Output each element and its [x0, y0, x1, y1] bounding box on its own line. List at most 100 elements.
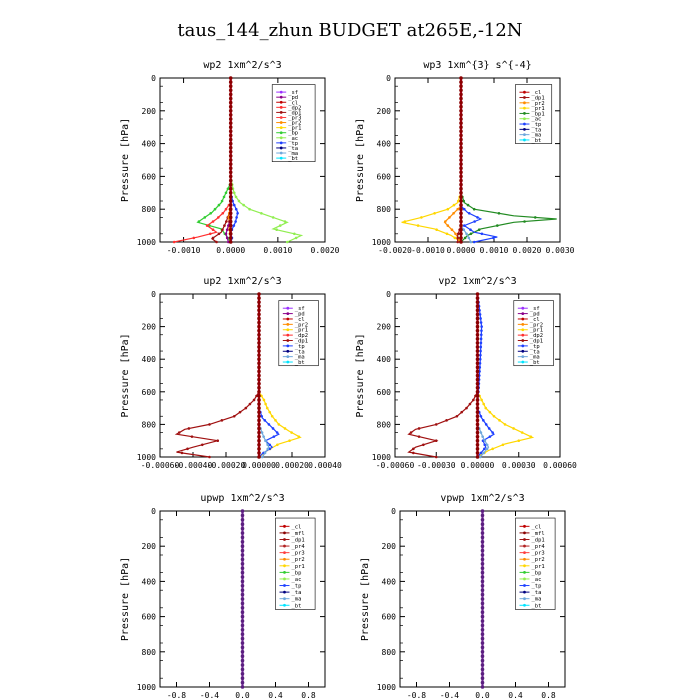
series-point-tp — [479, 349, 482, 353]
legend-entry: _bp — [532, 570, 542, 576]
series-point-ma — [485, 443, 489, 447]
series-point-dp1 — [248, 402, 252, 406]
legend-marker — [286, 339, 290, 342]
zero-profile-point — [228, 232, 233, 236]
series-point-pr1 — [491, 447, 494, 451]
zero-profile-point — [475, 300, 480, 304]
legend-entry: _ac — [532, 577, 542, 583]
series-point-ma — [262, 435, 265, 438]
series-point-dp1 — [409, 431, 413, 434]
zero-profile-point — [459, 219, 463, 224]
series-point-tp — [463, 207, 466, 211]
zero-profile-point — [240, 601, 245, 606]
zero-profile-point — [475, 365, 480, 370]
x-tick-label: 0.00000 — [242, 461, 276, 470]
series-point-ma — [465, 232, 468, 236]
zero-profile-point — [240, 518, 245, 522]
series-point-ac — [234, 195, 238, 199]
series-point-dp1 — [465, 406, 468, 410]
legend-marker — [523, 127, 526, 131]
zero-profile-point — [480, 641, 485, 645]
zero-profile-point — [475, 455, 480, 459]
legend-marker — [279, 156, 283, 160]
zero-profile-point — [257, 296, 261, 300]
legend-marker — [286, 360, 290, 364]
zero-profile-point — [475, 390, 480, 394]
legend-entry: _pr2 — [531, 101, 544, 107]
legend-entry: _cl — [292, 524, 302, 530]
legend-marker — [279, 121, 283, 124]
zero-profile-point — [228, 207, 233, 211]
legend-entry: _tp — [292, 584, 302, 590]
y-tick-label: 800 — [142, 648, 157, 657]
zero-profile-point — [459, 154, 463, 158]
legend-marker — [279, 100, 283, 104]
legend-marker — [286, 317, 290, 321]
legend-marker — [523, 603, 526, 607]
zero-profile-point — [459, 203, 463, 207]
zero-profile-point — [257, 361, 261, 366]
series-point-ac — [294, 236, 298, 240]
series-point-dp1 — [223, 224, 226, 227]
plot-frame — [159, 293, 326, 458]
legend-entry: _pr1 — [531, 106, 544, 112]
legend-entry: _bt — [292, 603, 302, 609]
zero-profile-point — [240, 672, 245, 676]
series-point-dp1 — [238, 410, 242, 414]
y-tick-label: 200 — [377, 323, 392, 332]
zero-profile-point — [480, 614, 485, 619]
zero-profile-point — [459, 166, 463, 170]
zero-profile-point — [228, 150, 233, 154]
legend-entry: _pr2 — [532, 557, 545, 563]
zero-profile-point — [475, 426, 480, 431]
zero-profile-point — [459, 240, 463, 244]
y-tick-label: 200 — [382, 542, 397, 551]
x-tick-label: 0.00040 — [308, 461, 342, 470]
legend-entry: _pr1 — [292, 564, 305, 570]
series-point-dp1 — [216, 439, 220, 442]
legend-marker — [283, 557, 286, 561]
series-point-dp1 — [417, 427, 421, 430]
panel-vpwp: vpwp 1xm^2/s^3 Pressure [hPa] 0 200 400 600 80… — [360, 493, 566, 700]
zero-profile-point — [459, 104, 463, 109]
series-point-bp — [220, 199, 224, 203]
zero-profile-point — [459, 207, 463, 211]
zero-profile-point — [240, 610, 245, 614]
series-point-ma — [479, 431, 483, 434]
legend-marker — [283, 603, 286, 607]
zero-profile-point — [459, 92, 463, 97]
zero-profile-point — [475, 434, 480, 439]
zero-profile-point — [257, 332, 261, 337]
zero-profile-point — [257, 377, 261, 382]
zero-profile-point — [240, 614, 245, 619]
zero-profile-point — [480, 509, 485, 513]
x-tick-label: 0.00020 — [275, 461, 309, 470]
legend-entry: _cl — [532, 524, 542, 530]
series-point-tp — [487, 427, 491, 430]
legend-marker — [283, 590, 286, 594]
legend-entry: _bt — [288, 156, 298, 162]
plot-frame — [159, 77, 326, 243]
series-point-pr1 — [517, 439, 521, 442]
y-tick-label: 800 — [142, 205, 157, 214]
series-point-pr1 — [482, 402, 485, 406]
plot-frame — [394, 77, 561, 243]
y-tick-label: 600 — [142, 172, 157, 181]
series-line-pr2 — [443, 78, 462, 243]
y-tick-label: 600 — [142, 388, 157, 397]
x-tick-label: 0.0020 — [513, 246, 542, 255]
zero-profile-point — [257, 304, 261, 309]
zero-profile-point — [480, 562, 485, 566]
zero-profile-point — [240, 588, 245, 592]
legend-entry: _sf — [530, 306, 540, 312]
zero-profile-point — [228, 240, 233, 244]
series-point-pr1 — [268, 410, 272, 414]
x-tick-label: 0.0020 — [311, 246, 340, 255]
series-point-tp — [263, 419, 267, 422]
zero-profile-point — [240, 632, 245, 636]
legend-marker — [283, 577, 286, 581]
zero-profile-point — [257, 292, 261, 296]
zero-profile-point — [240, 606, 245, 610]
zero-profile-point — [480, 579, 485, 584]
series-point-pr1 — [501, 443, 505, 447]
